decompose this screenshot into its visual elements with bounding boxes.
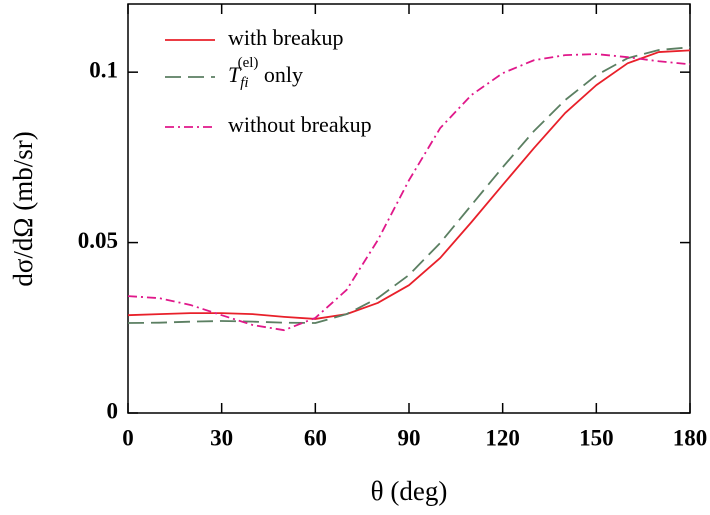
- x-tick-label: 150: [579, 425, 614, 450]
- y-tick-label: 0.05: [78, 228, 118, 253]
- legend-label: with breakup: [228, 25, 343, 50]
- x-tick-label: 180: [673, 425, 708, 450]
- y-axis-label: dσ/dΩ (mb/sr): [8, 131, 38, 286]
- plot-frame: [127, 3, 691, 414]
- x-tick-label: 0: [122, 425, 134, 450]
- x-tick-label: 120: [485, 425, 520, 450]
- x-axis-label: θ (deg): [371, 476, 448, 506]
- x-tick-label: 90: [398, 425, 421, 450]
- legend-label: Tfi(el) only: [228, 55, 303, 91]
- y-tick-label: 0.1: [89, 57, 118, 82]
- series-line: [127, 49, 691, 320]
- x-tick-label: 30: [210, 425, 233, 450]
- legend-label: without breakup: [228, 112, 372, 137]
- x-tick-label: 60: [304, 425, 327, 450]
- y-tick-label: 0: [107, 398, 119, 423]
- series-line: [127, 53, 691, 332]
- series-line: [127, 46, 691, 324]
